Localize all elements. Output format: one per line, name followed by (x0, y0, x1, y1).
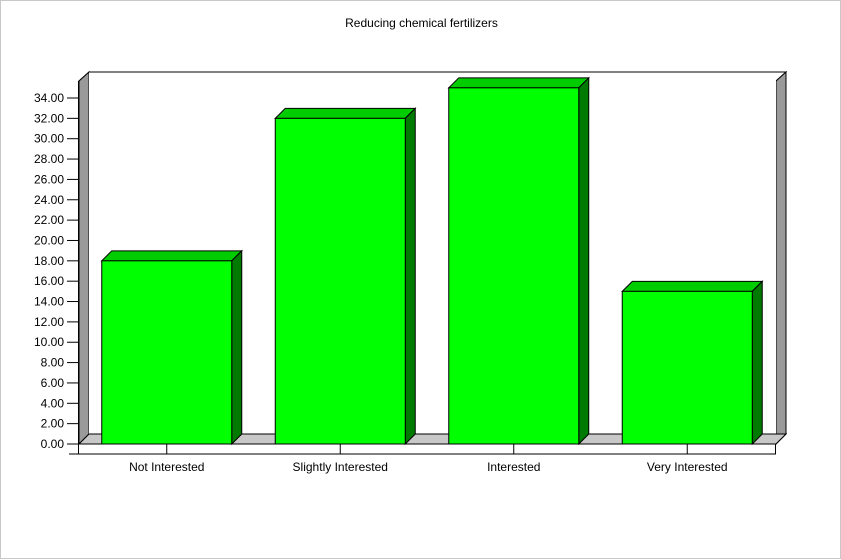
bar-side (751, 280, 763, 446)
y-tick-label: 20.00 (34, 233, 64, 247)
x-tick-label: Very Interested (647, 460, 728, 474)
bar-top (447, 77, 590, 89)
y-tick-label: 32.00 (34, 111, 64, 125)
y-tick-label: 0.00 (41, 437, 65, 451)
right-wall (775, 70, 787, 446)
bar (274, 117, 406, 445)
bar (101, 260, 233, 445)
bar (448, 87, 580, 445)
y-tick-label: 16.00 (34, 274, 64, 288)
bar (621, 290, 753, 445)
y-tick-label: 28.00 (34, 152, 64, 166)
y-tick-label: 26.00 (34, 172, 64, 186)
bar-top (100, 250, 243, 262)
left-wall (78, 70, 90, 446)
y-tick-label: 2.00 (41, 417, 65, 431)
bar-top (274, 107, 417, 119)
y-tick-label: 10.00 (34, 335, 64, 349)
bar-side (578, 76, 590, 446)
y-tick-label: 4.00 (41, 396, 65, 410)
y-tick-label: 22.00 (34, 213, 64, 227)
bar-side (404, 107, 416, 446)
y-tick-label: 12.00 (34, 315, 64, 329)
bar-side (231, 249, 243, 446)
x-tick-label: Not Interested (129, 460, 204, 474)
bar-top (621, 280, 764, 292)
y-tick-label: 34.00 (34, 91, 64, 105)
y-tick-label: 8.00 (41, 356, 65, 370)
y-tick-label: 6.00 (41, 376, 65, 390)
chart-title: Reducing chemical fertilizers (345, 16, 498, 30)
y-tick-label: 24.00 (34, 193, 64, 207)
x-tick-label: Slightly Interested (293, 460, 388, 474)
x-axis-band (78, 443, 776, 455)
y-tick-label: 14.00 (34, 295, 64, 309)
y-tick-label: 18.00 (34, 254, 64, 268)
x-tick-label: Interested (487, 460, 540, 474)
y-tick-label: 30.00 (34, 132, 64, 146)
